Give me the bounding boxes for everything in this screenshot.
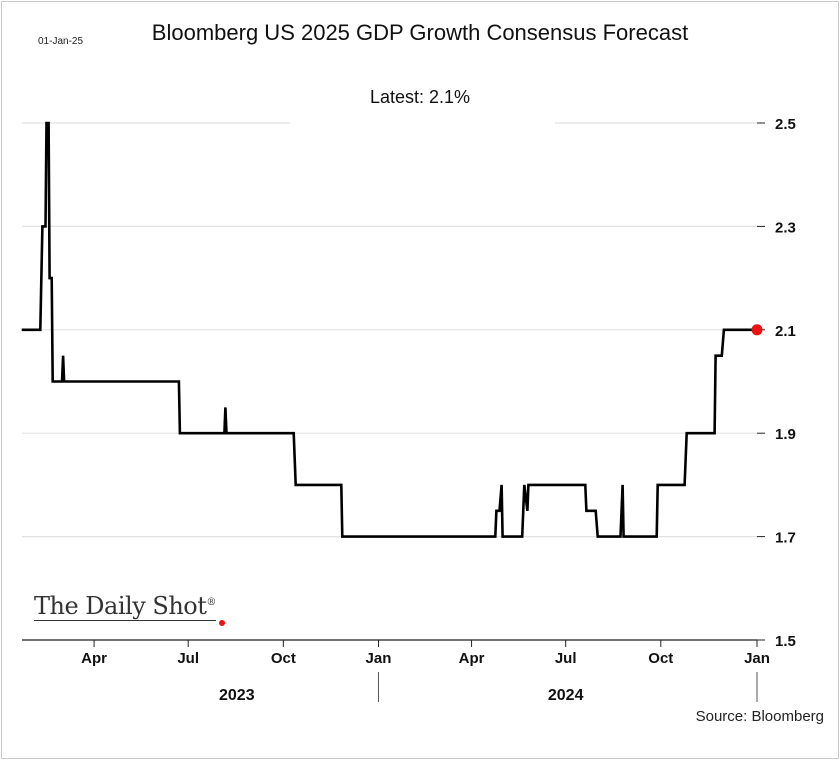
daily-shot-logo: The Daily Shot®	[34, 592, 216, 621]
series-line	[21, 121, 757, 538]
y-tick-label: 1.9	[775, 426, 796, 443]
date-stamp: 01-Jan-25	[38, 36, 84, 47]
y-tick-label: 2.5	[775, 116, 796, 133]
year-label: 2024	[548, 687, 584, 704]
y-tick-label: 2.1	[775, 323, 796, 340]
chart-subtitle: Latest: 2.1%	[369, 87, 471, 107]
x-tick-label: Jul	[177, 650, 199, 667]
y-tick-label: 2.3	[775, 219, 796, 236]
latest-value-marker	[751, 324, 763, 336]
logo-text: The Daily Shot	[34, 592, 207, 620]
x-tick-label: Apr	[459, 650, 485, 667]
x-tick-label: Oct	[271, 650, 296, 667]
x-tick-label: Jan	[366, 650, 392, 667]
x-tick-label: Oct	[648, 650, 673, 667]
year-label: 2023	[219, 687, 255, 704]
y-tick-label: 1.7	[775, 530, 796, 547]
y-tick-label: 1.5	[775, 633, 796, 650]
source-note: Source: Bloomberg	[695, 708, 824, 725]
logo-dot	[219, 620, 225, 626]
chart-title: Bloomberg US 2025 GDP Growth Consensus F…	[151, 20, 689, 45]
x-tick-label: Jan	[744, 650, 770, 667]
x-tick-label: Apr	[81, 650, 107, 667]
x-tick-label: Jul	[555, 650, 577, 667]
